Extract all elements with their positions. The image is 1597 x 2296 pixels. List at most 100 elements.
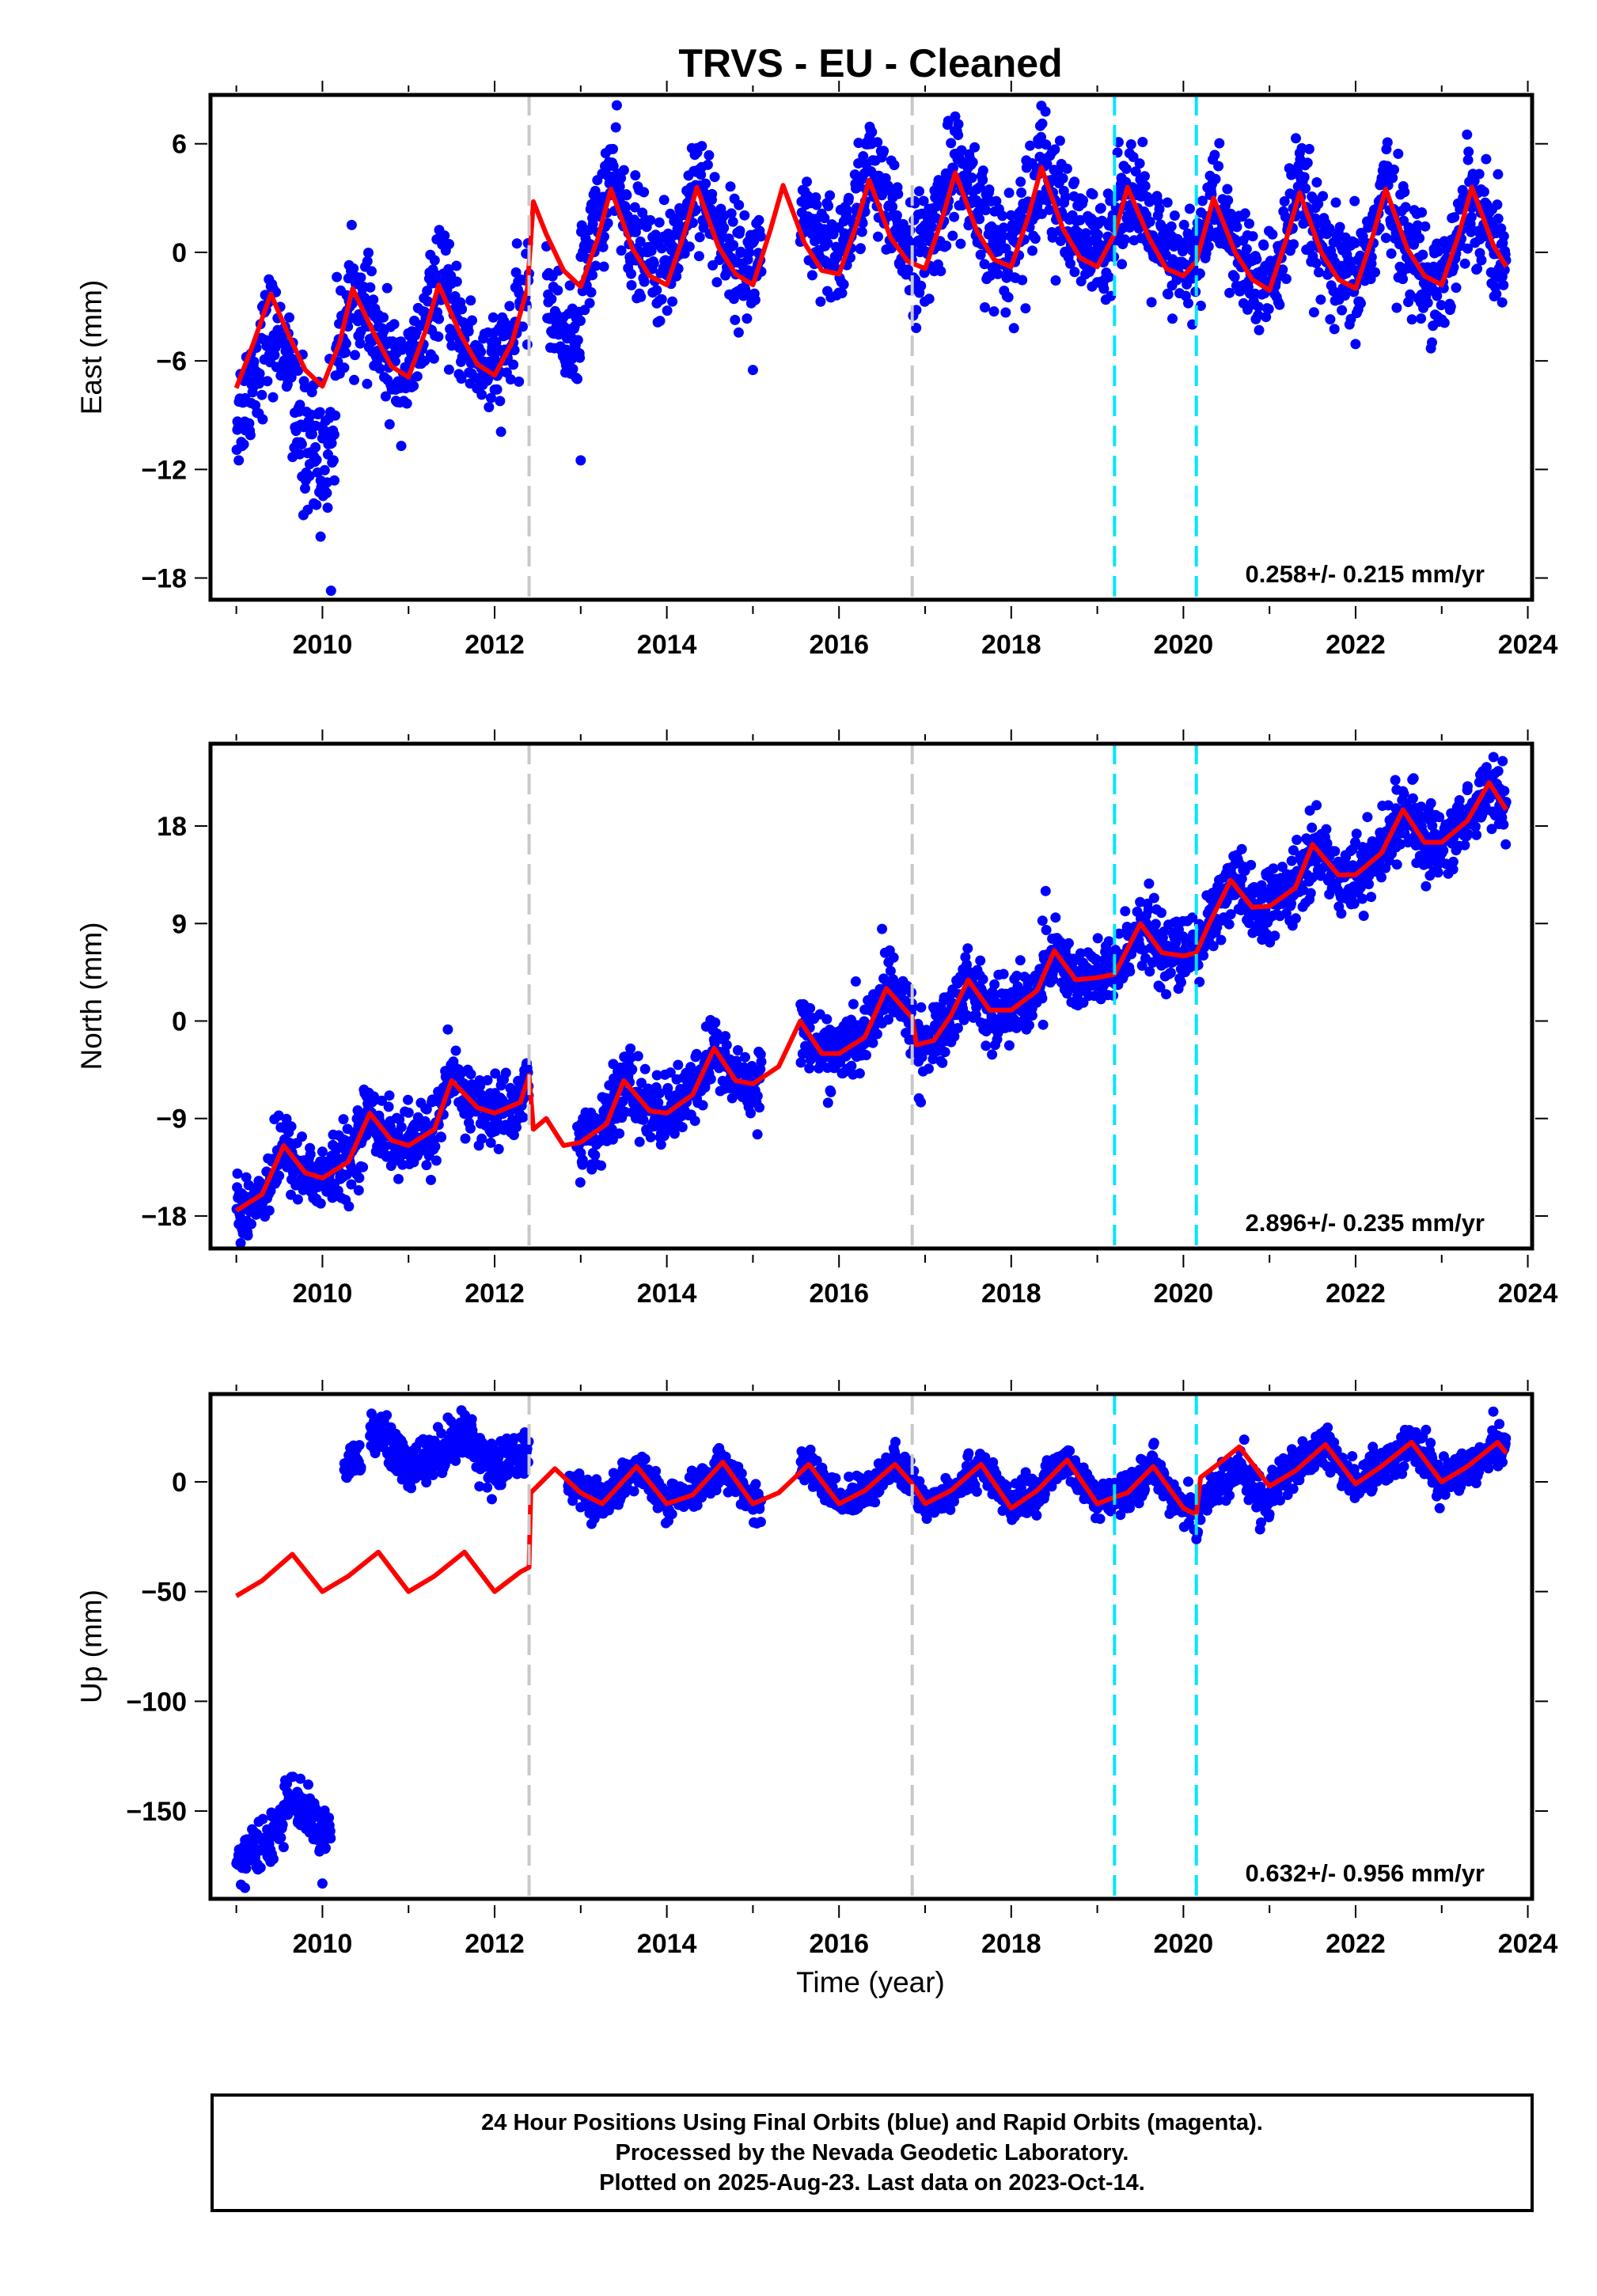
- north-obs-point: [1408, 773, 1419, 784]
- east-obs-point: [1253, 301, 1264, 313]
- east-obs-point: [1050, 275, 1061, 286]
- north-obs-point: [754, 1102, 765, 1113]
- east-obs-point: [366, 266, 377, 277]
- north-obs-point: [1488, 752, 1499, 763]
- north-y-tick-label: −18: [141, 1202, 187, 1232]
- east-obs-point: [1300, 183, 1311, 194]
- east-obs-point: [707, 188, 718, 199]
- east-panel: 2010 2012 2014 2016 2018 2020 2022 202460−6−12−…: [75, 81, 1557, 660]
- east-outlier-point: [325, 585, 336, 597]
- east-obs-point: [725, 181, 736, 192]
- east-y-tick-label: 6: [172, 130, 187, 160]
- north-obs-point: [888, 952, 899, 963]
- east-obs-point: [564, 280, 575, 291]
- east-obs-point: [1069, 267, 1080, 278]
- east-obs-point: [838, 279, 849, 290]
- north-obs-point: [878, 1004, 890, 1015]
- east-obs-point: [1279, 196, 1290, 206]
- north-obs-point: [354, 1173, 365, 1184]
- east-obs-point: [639, 276, 650, 287]
- north-obs-point: [1351, 828, 1362, 839]
- up-obs-point: [277, 1819, 288, 1830]
- north-obs-point: [431, 1155, 442, 1166]
- north-obs-point: [596, 1160, 607, 1171]
- east-obs-point: [340, 338, 351, 349]
- north-obs-point: [883, 1014, 893, 1025]
- north-obs-point: [1193, 960, 1204, 971]
- east-obs-point: [867, 127, 878, 138]
- east-obs-point: [1103, 271, 1114, 282]
- north-obs-point: [1471, 829, 1482, 840]
- north-obs-point: [981, 1026, 992, 1036]
- east-obs-point: [451, 260, 462, 271]
- east-obs-point: [1098, 283, 1110, 294]
- east-obs-point: [451, 276, 462, 287]
- east-obs-point: [575, 352, 586, 363]
- east-obs-point: [947, 230, 958, 241]
- north-obs-point: [638, 1114, 649, 1125]
- east-obs-point: [704, 150, 715, 161]
- north-outlier-point: [916, 1097, 927, 1108]
- east-obs-point: [979, 259, 990, 270]
- east-obs-point: [1197, 195, 1208, 206]
- north-obs-point: [343, 1201, 355, 1212]
- up-obs-point: [268, 1854, 279, 1865]
- east-obs-point: [1466, 211, 1477, 222]
- north-obs-point: [634, 1136, 645, 1147]
- east-obs-point: [656, 243, 667, 254]
- east-obs-point: [300, 483, 310, 494]
- east-obs-point: [602, 218, 613, 229]
- north-obs-point: [292, 1194, 303, 1205]
- north-obs-point: [850, 976, 861, 987]
- north-obs-point: [607, 1134, 618, 1145]
- east-obs-point: [630, 170, 641, 181]
- east-obs-point: [878, 146, 890, 157]
- north-obs-point: [286, 1121, 297, 1132]
- east-obs-point: [510, 267, 522, 278]
- north-obs-point: [482, 1074, 493, 1085]
- east-obs-point: [656, 294, 667, 305]
- north-obs-point: [1307, 872, 1318, 883]
- east-obs-point: [572, 373, 582, 385]
- north-obs-point: [1432, 867, 1443, 878]
- north-obs-point: [639, 1063, 651, 1074]
- east-obs-point: [696, 141, 707, 152]
- east-obs-point: [873, 231, 883, 242]
- north-obs-point: [1362, 812, 1373, 823]
- east-obs-point: [1195, 301, 1206, 311]
- up-obs-point: [241, 1863, 252, 1874]
- east-x-tick-label: 2018: [981, 630, 1041, 660]
- north-obs-point: [795, 1057, 806, 1068]
- east-obs-point: [753, 214, 764, 225]
- east-obs-point: [1472, 263, 1483, 275]
- east-obs-point: [575, 316, 586, 326]
- north-obs-point: [1407, 793, 1418, 804]
- east-obs-point: [1134, 158, 1145, 169]
- up-obs-point: [257, 1813, 268, 1824]
- east-obs-point: [422, 286, 433, 297]
- east-obs-point: [1140, 180, 1151, 191]
- east-obs-point: [1380, 233, 1391, 244]
- east-obs-point: [1003, 188, 1015, 199]
- east-obs-point: [1308, 307, 1319, 318]
- east-obs-point: [903, 264, 913, 275]
- north-obs-point: [861, 1050, 871, 1061]
- north-obs-point: [1493, 766, 1504, 777]
- east-obs-point: [598, 231, 609, 242]
- east-obs-point: [734, 199, 745, 210]
- east-obs-point: [997, 231, 1008, 241]
- east-obs-point: [1491, 289, 1502, 300]
- north-obs-point: [1037, 915, 1048, 926]
- north-obs-point: [1357, 893, 1368, 904]
- chart-title: TRVS - EU - Cleaned: [678, 41, 1062, 85]
- north-obs-point: [242, 1230, 253, 1241]
- north-obs-point: [981, 1040, 992, 1051]
- north-obs-point: [1315, 870, 1326, 881]
- east-y-tick-label: −6: [156, 347, 187, 377]
- east-obs-point: [380, 391, 391, 402]
- east-obs-point: [671, 271, 682, 282]
- east-obs-point: [1223, 195, 1234, 206]
- east-obs-point: [730, 314, 741, 325]
- east-obs-point: [918, 195, 929, 206]
